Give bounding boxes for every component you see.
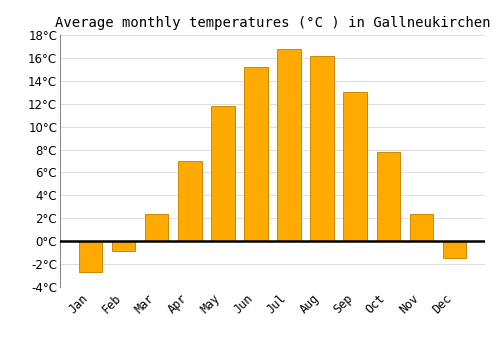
Bar [178,161,202,241]
Bar [278,49,300,241]
Bar [146,214,169,241]
Bar [442,241,466,258]
Bar [244,67,268,241]
Title: Average monthly temperatures (°C ) in Gallneukirchen: Average monthly temperatures (°C ) in Ga… [55,16,490,30]
Bar [310,56,334,241]
Bar [376,152,400,241]
Bar [112,241,136,252]
Bar [212,106,234,241]
Bar [410,214,432,241]
Bar [80,241,102,272]
Bar [344,92,366,241]
